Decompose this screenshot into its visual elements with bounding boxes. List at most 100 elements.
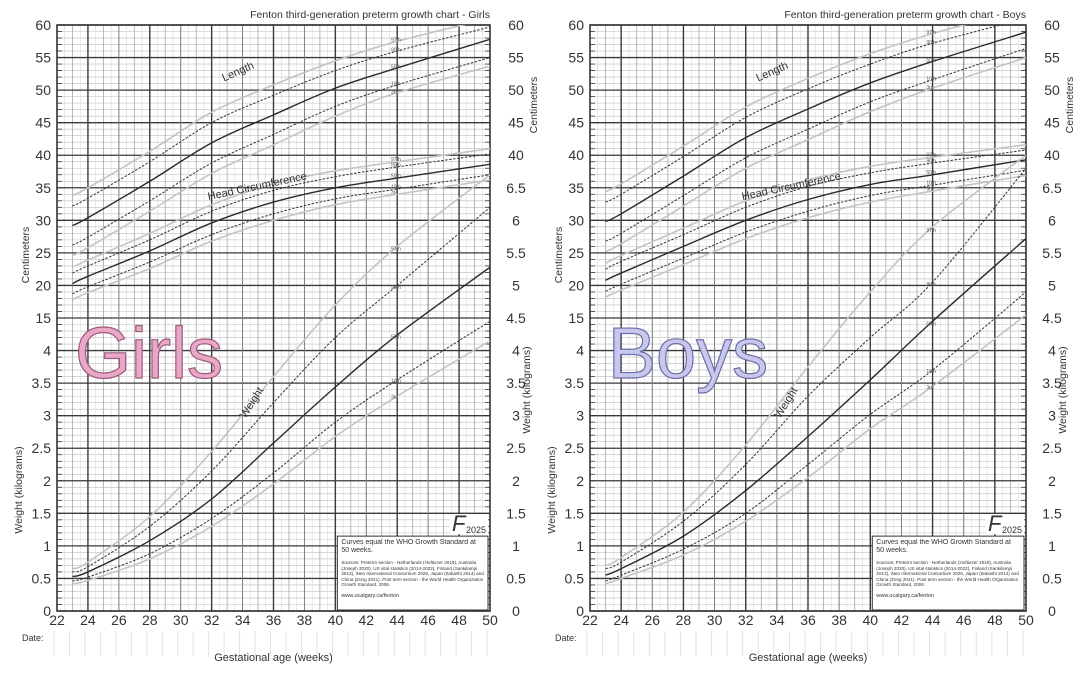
x-tick-label: 38 (297, 612, 313, 628)
x-tick-label: 28 (676, 612, 692, 628)
length-percentile-label: 90th (926, 40, 936, 46)
y-tick-label-right-kg: 3.5 (1042, 375, 1062, 391)
weight-percentile-label: 90th (926, 282, 936, 288)
y-tick-label-left-cm: 20 (35, 277, 51, 293)
x-tick-label: 36 (266, 612, 282, 628)
head-circumference-percentile-label: 10th (926, 181, 936, 187)
y-tick-label-right-kg: 0 (1048, 603, 1056, 619)
weight-curve-10th (605, 291, 1026, 582)
y-axis-title-left-cm: Centimeters (20, 227, 32, 284)
x-tick-label: 32 (204, 612, 220, 628)
y-tick-label-right-kg: 1 (512, 538, 520, 554)
y-tick-label-right-cm: 60 (1044, 17, 1060, 33)
y-tick-label-right-kg: 6.5 (1042, 180, 1062, 196)
length-percentile-label: 3rd (926, 85, 933, 91)
y-tick-label-right-kg: 5.5 (1042, 245, 1062, 261)
curves (72, 25, 490, 585)
head-circumference-curve-3rd (72, 179, 490, 301)
y-tick-label-right-kg: 2 (1048, 473, 1056, 489)
logo-background (450, 514, 488, 535)
weight-curve-97th (605, 154, 1026, 567)
x-tick-label: 24 (613, 612, 629, 628)
y-tick-label-left-kg: 1.5 (565, 505, 585, 521)
head-circumference-percentile-label: 97th (926, 153, 936, 159)
y-tick-label-right-kg: 2.5 (506, 440, 526, 456)
fenton-logo-year: 2025 (466, 525, 486, 535)
weight-percentile-label: 10th (926, 369, 936, 375)
length-curve-3rd (72, 65, 490, 257)
y-tick-label-right-kg: 1 (1048, 538, 1056, 554)
length-curve-3rd (605, 56, 1026, 253)
length-curve-10th (605, 47, 1026, 242)
y-axis-title-right-kg: Weight (kilograms) (521, 346, 533, 433)
y-tick-label-left-cm: 15 (568, 310, 584, 326)
y-tick-label-left-cm: 45 (35, 115, 51, 131)
y-axis-title-left-kg: Weight (kilograms) (546, 446, 558, 533)
y-tick-label-left-cm: 30 (35, 212, 51, 228)
info-box-text: Curves equal the WHO Growth Standard at … (876, 539, 1020, 599)
weight-curve-90th (72, 206, 490, 573)
head-circumference-curve-label: Head Circumference (207, 170, 308, 203)
x-tick-label: 48 (451, 612, 467, 628)
y-tick-label-right-kg: 3.5 (506, 375, 526, 391)
info-box-content: Curves equal the WHO Growth Standard at … (341, 539, 484, 600)
y-tick-label-left-kg: 2.5 (32, 440, 52, 456)
info-box-url[interactable]: www.ucalgary.ca/fenton (876, 593, 934, 600)
x-tick-label: 48 (987, 612, 1003, 628)
y-tick-label-right-cm: 40 (508, 147, 524, 163)
weight-percentile-label: 3rd (926, 385, 933, 391)
y-tick-label-left-cm: 60 (568, 17, 584, 33)
x-tick-label: 32 (738, 612, 754, 628)
x-tick-label: 34 (769, 612, 785, 628)
x-tick-label: 44 (925, 612, 941, 628)
head-circumference-curve-97th (605, 144, 1026, 265)
fenton-logo-letter: F (988, 511, 1003, 536)
weight-curve-50th (72, 266, 490, 578)
y-tick-label-right-kg: 5 (1048, 277, 1056, 293)
info-box-sources: Sources: Preterm section - Netherlands (… (876, 560, 1019, 588)
info-box-url[interactable]: www.ucalgary.ca/fenton (341, 593, 400, 600)
y-tick-label-left-cm: 35 (568, 180, 584, 196)
y-tick-label-right-cm: 60 (508, 17, 524, 33)
y-tick-label-left-cm: 40 (568, 147, 584, 163)
plot-border (56, 24, 491, 612)
weight-curve-90th (605, 167, 1026, 570)
weight-percentile-label: 90th (391, 285, 401, 291)
info-box: Curves equal the WHO Growth Standard at … (871, 535, 1025, 611)
y-tick-label-left-cm: 25 (568, 245, 584, 261)
x-axis-title: Gestational age (weeks) (749, 652, 868, 664)
weight-curve-97th (72, 174, 490, 570)
head-circumference-curve-97th (72, 147, 490, 268)
x-tick-label: 36 (800, 612, 816, 628)
weight-curve-10th (72, 320, 490, 582)
head-circumference-percentile-label: 3rd (926, 187, 933, 193)
y-axis-title-left-kg: Weight (kilograms) (13, 446, 25, 533)
weight-curve-50th (605, 238, 1026, 576)
head-circumference-percentile-label: 50th (391, 173, 401, 179)
y-tick-label-left-cm: 20 (568, 277, 584, 293)
date-label: Date: (555, 633, 577, 643)
x-tick-label: 30 (707, 612, 723, 628)
head-circumference-percentile-label: 90th (926, 159, 936, 165)
x-tick-label: 42 (358, 612, 374, 628)
y-tick-label-right-kg: 4.5 (1042, 310, 1062, 326)
x-tick-label: 24 (80, 612, 96, 628)
y-tick-label-left-kg: 0 (43, 603, 51, 619)
y-tick-label-right-kg: 4 (1048, 343, 1056, 359)
y-tick-label-left-cm: 45 (568, 115, 584, 131)
x-tick-label: 40 (328, 612, 344, 628)
head-circumference-curve-50th (72, 163, 490, 285)
watermark-label: Girls (75, 314, 223, 394)
plot-border (589, 24, 1027, 612)
x-tick-label: 46 (420, 612, 436, 628)
info-box-frame (336, 535, 489, 611)
y-axis-title-right-cm: Centimeters (1064, 77, 1076, 134)
chart-title: Fenton third-generation preterm growth c… (784, 9, 1026, 21)
length-curve-97th (72, 25, 467, 197)
grid (589, 24, 1027, 612)
y-tick-label-right-kg: 2.5 (1042, 440, 1062, 456)
fenton-logo-letter: F (452, 511, 467, 536)
head-circumference-curve-50th (605, 159, 1026, 281)
head-circumference-percentile-label: 10th (391, 185, 401, 191)
head-circumference-curve-90th (72, 153, 490, 274)
